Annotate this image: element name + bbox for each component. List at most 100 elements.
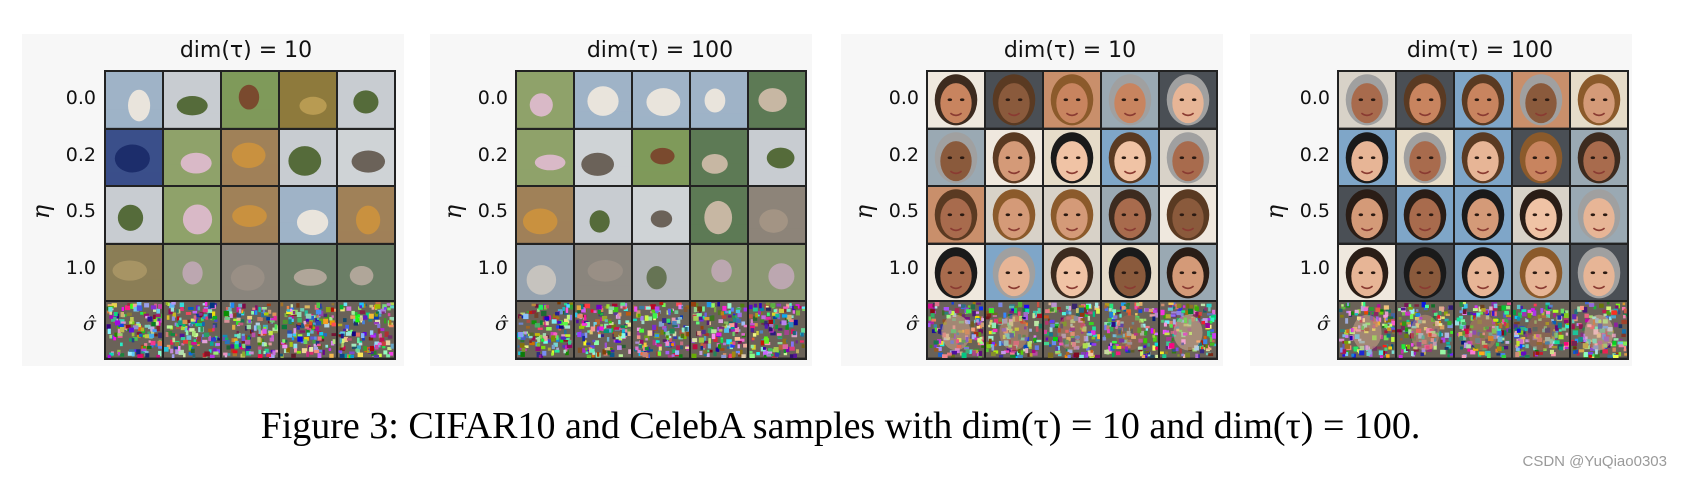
- sample-image: [517, 129, 573, 186]
- noisy-sample-image: [691, 302, 747, 358]
- noisy-sample-image: [986, 302, 1042, 358]
- noisy-sample-image: [1160, 302, 1216, 358]
- row-label-sigma-hat: σ̂: [83, 313, 96, 335]
- sample-image: [1339, 72, 1395, 128]
- sample-image: [222, 244, 278, 301]
- sample-image: [1102, 72, 1158, 128]
- celeba-dim10-sample-grid: [926, 70, 1218, 360]
- row-label-eta-0.5: 0.5: [1299, 200, 1330, 222]
- sample-image: [749, 129, 805, 186]
- sample-image: [986, 244, 1042, 301]
- sample-image: [1102, 187, 1158, 243]
- row-label-eta-0.0: 0.0: [888, 87, 919, 109]
- sample-image: [691, 72, 747, 128]
- sample-image: [1397, 244, 1453, 301]
- sample-image: [1339, 129, 1395, 186]
- sample-image: [164, 244, 220, 301]
- noisy-sample-image: [1044, 302, 1100, 358]
- row-label-sigma-hat: σ̂: [1317, 313, 1330, 335]
- row-label-eta-0.2: 0.2: [888, 144, 919, 166]
- noisy-sample-image: [928, 302, 984, 358]
- sample-image: [928, 187, 984, 243]
- sample-image: [691, 244, 747, 301]
- sample-image: [1513, 244, 1569, 301]
- sample-image: [928, 244, 984, 301]
- sample-image: [986, 72, 1042, 128]
- sample-image: [1513, 129, 1569, 186]
- noisy-sample-image: [106, 302, 162, 358]
- noisy-sample-image: [1571, 302, 1627, 358]
- sample-image: [106, 72, 162, 128]
- sample-image: [106, 129, 162, 186]
- noisy-sample-image: [1455, 302, 1511, 358]
- sample-image: [575, 244, 631, 301]
- sample-image: [575, 129, 631, 186]
- figure-caption: Figure 3: CIFAR10 and CelebA samples wit…: [260, 405, 1421, 447]
- sample-image: [575, 187, 631, 243]
- sample-image: [338, 187, 394, 243]
- sample-image: [280, 129, 336, 186]
- sample-image: [1513, 187, 1569, 243]
- noisy-sample-image: [1397, 302, 1453, 358]
- row-label-eta-0.0: 0.0: [1299, 87, 1330, 109]
- sample-image: [517, 244, 573, 301]
- sample-image: [633, 244, 689, 301]
- sample-image: [1160, 129, 1216, 186]
- noisy-sample-image: [1102, 302, 1158, 358]
- sample-image: [338, 244, 394, 301]
- sample-image: [749, 187, 805, 243]
- sample-image: [1339, 244, 1395, 301]
- sample-image: [280, 72, 336, 128]
- sample-image: [1044, 129, 1100, 186]
- sample-image: [749, 244, 805, 301]
- row-label-eta-0.5: 0.5: [65, 200, 96, 222]
- sample-image: [106, 244, 162, 301]
- cifar10-dim10-sample-grid: [104, 70, 396, 360]
- sample-image: [222, 129, 278, 186]
- sample-image: [1513, 72, 1569, 128]
- sample-image: [986, 129, 1042, 186]
- sample-image: [164, 72, 220, 128]
- sample-image: [1455, 129, 1511, 186]
- sample-image: [1455, 72, 1511, 128]
- row-label-eta-0.5: 0.5: [888, 200, 919, 222]
- sample-image: [1160, 244, 1216, 301]
- noisy-sample-image: [575, 302, 631, 358]
- sample-image: [1160, 187, 1216, 243]
- sample-image: [1397, 187, 1453, 243]
- sample-image: [1571, 129, 1627, 186]
- sample-image: [517, 187, 573, 243]
- row-label-eta-0.5: 0.5: [477, 200, 508, 222]
- sample-image: [1044, 72, 1100, 128]
- sample-image: [928, 72, 984, 128]
- sample-image: [691, 129, 747, 186]
- sample-image: [1571, 187, 1627, 243]
- sample-image: [222, 187, 278, 243]
- cifar10-dim100-sample-grid: [515, 70, 807, 360]
- sample-image: [1044, 187, 1100, 243]
- sample-image: [517, 72, 573, 128]
- sample-image: [338, 129, 394, 186]
- noisy-sample-image: [222, 302, 278, 358]
- row-label-eta-0.2: 0.2: [477, 144, 508, 166]
- row-label-eta-0.2: 0.2: [1299, 144, 1330, 166]
- row-label-eta-1.0: 1.0: [888, 257, 919, 279]
- sample-image: [1455, 244, 1511, 301]
- noisy-sample-image: [633, 302, 689, 358]
- sample-image: [1571, 72, 1627, 128]
- panel-title-1: dim(τ) = 10: [179, 38, 313, 63]
- sample-image: [1397, 129, 1453, 186]
- sample-image: [1455, 187, 1511, 243]
- sample-image: [1571, 244, 1627, 301]
- sample-image: [280, 244, 336, 301]
- panel-title-3: dim(τ) = 10: [1003, 38, 1137, 63]
- sample-image: [749, 72, 805, 128]
- row-label-eta-0.0: 0.0: [477, 87, 508, 109]
- panel-title-2: dim(τ) = 100: [586, 38, 734, 63]
- sample-image: [1102, 129, 1158, 186]
- noisy-sample-image: [1513, 302, 1569, 358]
- row-label-eta-0.0: 0.0: [65, 87, 96, 109]
- sample-image: [280, 187, 336, 243]
- sample-image: [633, 187, 689, 243]
- watermark: CSDN @YuQiao0303: [1522, 453, 1667, 470]
